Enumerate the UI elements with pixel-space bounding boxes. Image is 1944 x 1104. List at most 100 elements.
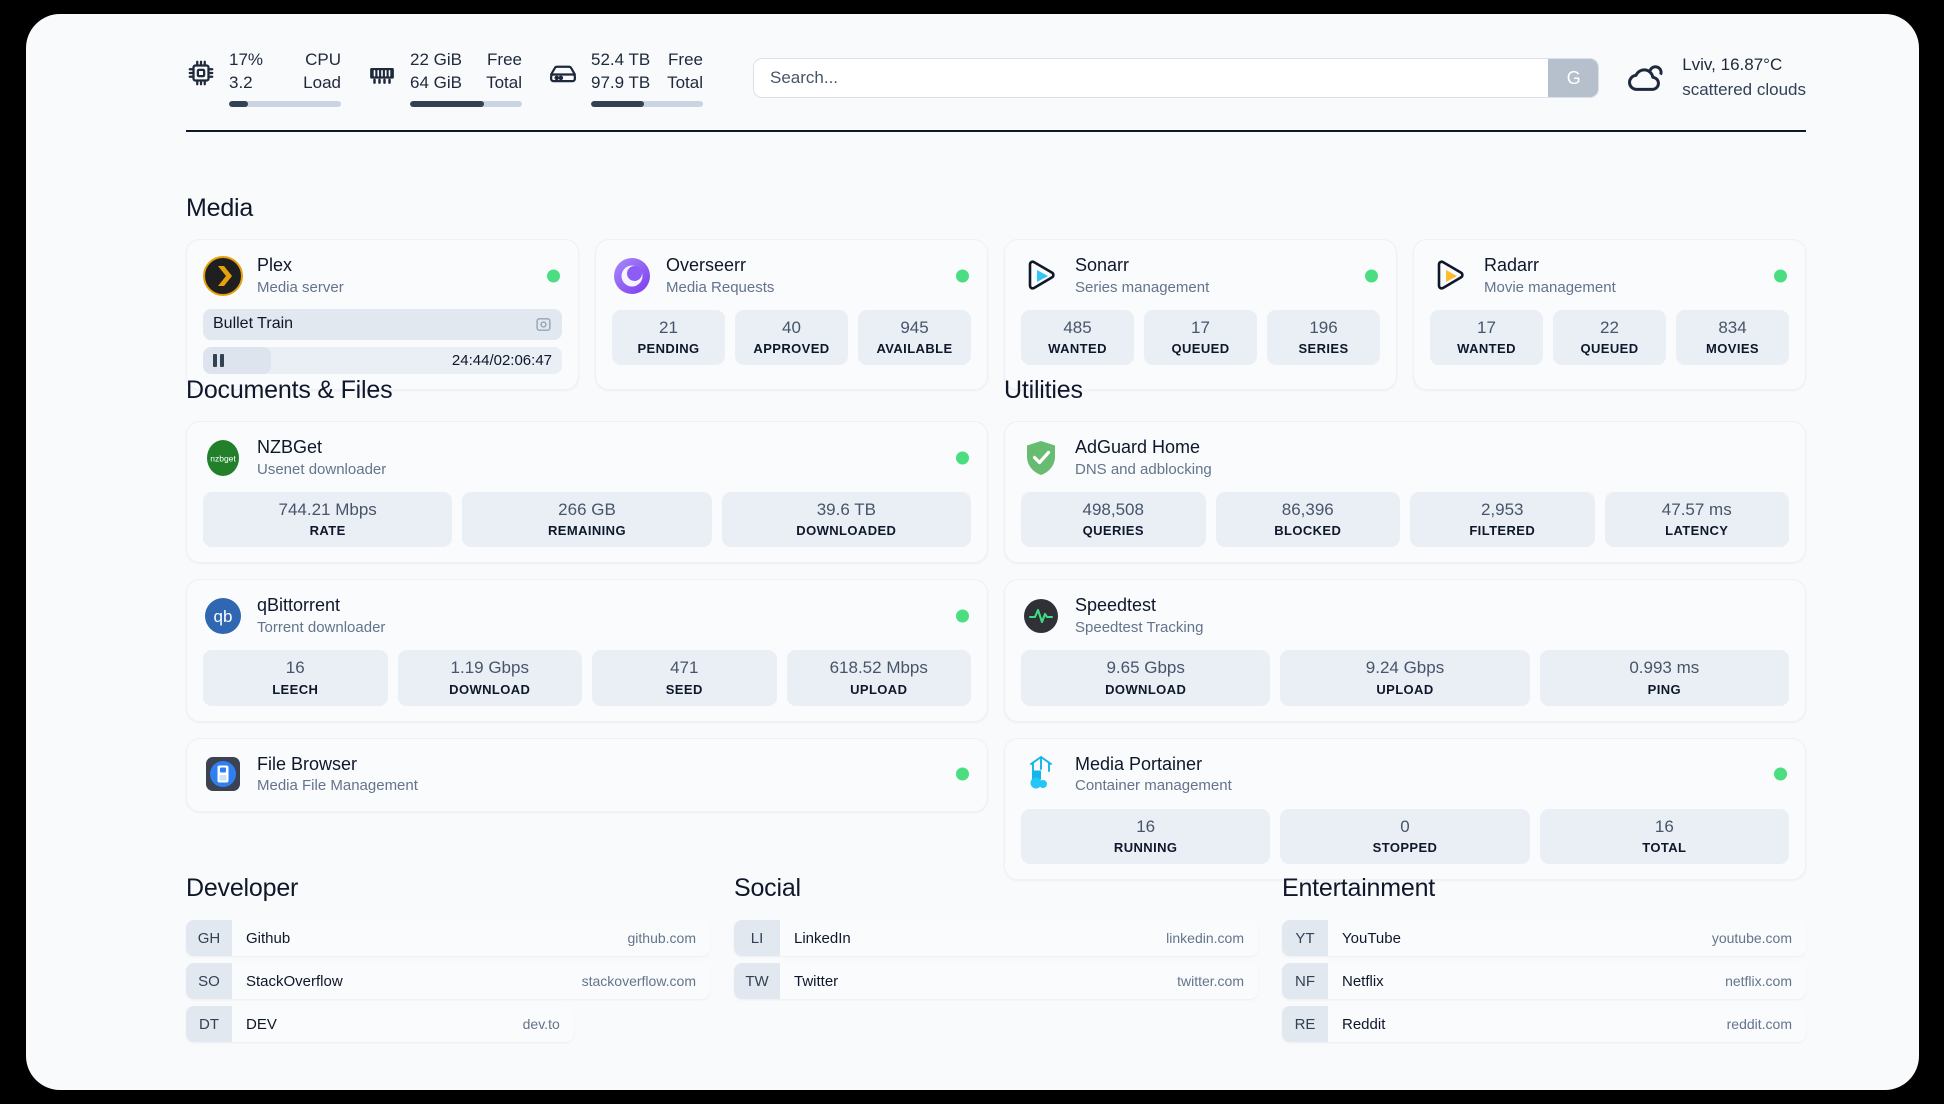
search-input[interactable] <box>754 59 1549 97</box>
adguard-name: AdGuard Home <box>1075 437 1201 457</box>
service-card-filebrowser[interactable]: File Browser Media File Management <box>186 737 988 812</box>
cloud-icon <box>1625 57 1667 99</box>
cast-icon[interactable] <box>535 316 552 333</box>
portainer-status-indicator <box>1774 767 1787 781</box>
plex-subtitle: Media server <box>257 278 344 296</box>
bookmark-group-title: Developer <box>186 874 299 902</box>
plex-icon <box>203 255 243 296</box>
stat-tile: 498,508 QUERIES <box>1021 492 1206 548</box>
plex-name: Plex <box>257 255 293 275</box>
bookmark-tag: RE <box>1282 1006 1328 1042</box>
stat-value: 17 <box>1477 318 1496 337</box>
bookmark-group-entertainment: Entertainment YT YouTube youtube.com NF … <box>1282 874 1806 1042</box>
speedtest-name: Speedtest <box>1075 595 1157 616</box>
stat-value: 47.57 ms <box>1661 500 1732 519</box>
bookmark-group-social: Social LI LinkedIn linkedin.com TW Twitt… <box>734 874 1258 1042</box>
memory-free-label: Free <box>487 50 522 70</box>
speedtest-subtitle: Speedtest Tracking <box>1075 618 1204 636</box>
filebrowser-icon <box>203 754 243 794</box>
radarr-name: Radarr <box>1484 255 1540 275</box>
bookmark-item[interactable]: DT DEV dev.to <box>186 1006 574 1042</box>
bookmark-item[interactable]: RE Reddit reddit.com <box>1282 1006 1806 1042</box>
stat-label: LATENCY <box>1665 523 1729 539</box>
search-provider-button[interactable]: G <box>1548 59 1599 97</box>
pause-icon[interactable] <box>213 354 224 367</box>
system-stat-disk: 52.4 TB Free 97.9 TB Total <box>548 49 703 107</box>
stat-value: 471 <box>670 658 699 678</box>
adguard-subtitle: DNS and adblocking <box>1075 460 1212 478</box>
bookmark-url: linkedin.com <box>1166 930 1244 946</box>
stat-label: BLOCKED <box>1274 523 1342 539</box>
disk-free-value: 52.4 TB <box>591 50 651 70</box>
disk-icon <box>548 58 578 88</box>
service-card-speedtest[interactable]: Speedtest Speedtest Tracking 9.65 Gbps D… <box>1004 579 1806 722</box>
weather-widget: Lviv, 16.87°C scattered clouds <box>1625 53 1806 102</box>
service-card-nzbget[interactable]: nzbget NZBGet Usenet downloader 744.21 M… <box>186 421 988 564</box>
bookmark-tag: SO <box>186 963 232 999</box>
stat-tile: 17 QUEUED <box>1144 310 1257 366</box>
stat-value: 485 <box>1063 318 1092 337</box>
bookmark-tag: TW <box>734 963 780 999</box>
stat-label: WANTED <box>1048 341 1107 357</box>
sonarr-subtitle: Series management <box>1075 278 1210 296</box>
stat-tile: 9.24 Gbps UPLOAD <box>1280 650 1530 706</box>
bookmark-item[interactable]: SO StackOverflow stackoverflow.com <box>186 963 710 999</box>
stat-value: 1.19 Gbps <box>450 658 529 678</box>
stat-label: SERIES <box>1298 341 1349 357</box>
service-card-qbittorrent[interactable]: qb qBittorrent Torrent downloader 16 LEE… <box>186 579 988 722</box>
search-bar[interactable]: G <box>753 58 1600 98</box>
plex-progress-bar[interactable]: 24:44/02:06:47 <box>203 347 562 374</box>
overseerr-name: Overseerr <box>666 255 747 275</box>
stat-label: QUEUED <box>1171 341 1230 357</box>
service-card-radarr[interactable]: Radarr Movie management 17 WANTED 22 QUE… <box>1413 239 1806 390</box>
stat-tile: 0 STOPPED <box>1280 808 1530 865</box>
bookmark-item[interactable]: NF Netflix netflix.com <box>1282 963 1806 999</box>
stat-tile: 471 SEED <box>592 650 777 706</box>
stat-tile: 22 QUEUED <box>1553 310 1666 366</box>
stat-value: 40 <box>782 318 801 337</box>
stat-value: 22 <box>1600 318 1619 337</box>
stat-value: 744.21 Mbps <box>278 500 377 519</box>
bookmark-name: LinkedIn <box>794 929 851 947</box>
service-card-portainer[interactable]: Media Portainer Container management 16 … <box>1004 737 1806 881</box>
bookmark-item[interactable]: LI LinkedIn linkedin.com <box>734 920 1258 956</box>
sonarr-icon <box>1021 256 1061 296</box>
stat-tile: 21 PENDING <box>612 310 725 366</box>
stat-value: 196 <box>1309 318 1338 337</box>
bookmark-item[interactable]: YT YouTube youtube.com <box>1282 920 1806 956</box>
service-card-sonarr[interactable]: Sonarr Series management 485 WANTED 17 Q… <box>1004 239 1397 390</box>
stat-label: AVAILABLE <box>876 341 953 357</box>
bookmark-item[interactable]: GH Github github.com <box>186 920 710 956</box>
bookmark-url: github.com <box>627 930 696 946</box>
services-columns: Documents & Files nzbget NZBGet Usenet d… <box>186 376 1806 881</box>
filebrowser-name: File Browser <box>257 753 358 774</box>
stat-label: APPROVED <box>753 341 830 357</box>
service-card-adguard[interactable]: AdGuard Home DNS and adblocking 498,508 … <box>1004 421 1806 564</box>
cpu-load-label: Load <box>303 73 341 92</box>
bookmark-tag: DT <box>186 1006 232 1042</box>
service-card-overseerr[interactable]: Overseerr Media Requests 21 PENDING 40 A… <box>595 239 988 390</box>
dashboard-page: 17% CPU 3.2 Load 22 GiB Free 64 GiB Total <box>26 14 1919 1090</box>
radarr-icon <box>1430 256 1470 296</box>
stat-value: 498,508 <box>1082 500 1144 519</box>
sonarr-name: Sonarr <box>1075 255 1130 275</box>
stat-label: DOWNLOAD <box>1105 681 1187 697</box>
service-card-plex[interactable]: Plex Media server Bullet Train <box>186 239 579 390</box>
nzbget-status-indicator <box>956 451 969 464</box>
overseerr-icon <box>612 256 652 296</box>
portainer-subtitle: Container management <box>1075 777 1232 795</box>
bookmark-name: Netflix <box>1342 972 1384 990</box>
bookmark-url: youtube.com <box>1711 930 1792 946</box>
bookmark-item[interactable]: TW Twitter twitter.com <box>734 963 1258 999</box>
bookmark-group-title: Entertainment <box>1282 874 1436 902</box>
portainer-name: Media Portainer <box>1075 753 1203 774</box>
stat-label: LEECH <box>272 681 319 697</box>
bookmark-name: Twitter <box>794 972 839 990</box>
memory-usage-bar <box>410 100 522 107</box>
bookmark-tag: YT <box>1282 920 1328 956</box>
stat-value: 16 <box>285 658 305 678</box>
nzbget-name: NZBGet <box>257 437 323 457</box>
stat-label: SEED <box>665 681 703 697</box>
bookmark-group-title: Social <box>734 874 801 902</box>
nzbget-subtitle: Usenet downloader <box>257 460 387 478</box>
